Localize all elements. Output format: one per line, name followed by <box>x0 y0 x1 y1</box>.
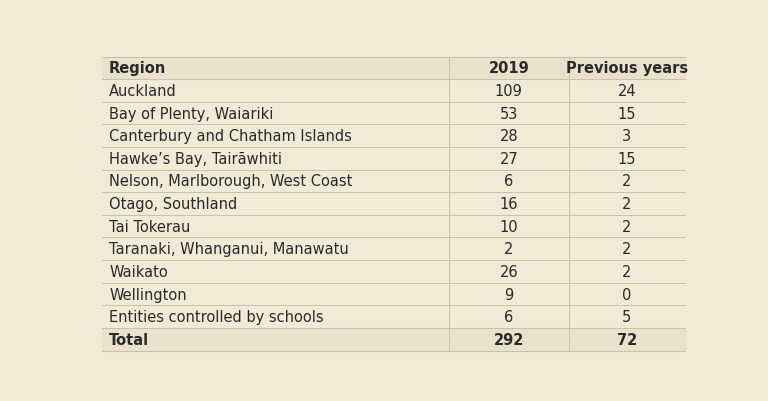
Text: Total: Total <box>109 332 149 347</box>
Text: Region: Region <box>109 61 167 76</box>
Text: Otago, Southland: Otago, Southland <box>109 196 237 212</box>
Text: Wellington: Wellington <box>109 287 187 302</box>
Bar <box>102 57 685 80</box>
Text: 24: 24 <box>617 84 636 99</box>
Bar <box>102 328 685 351</box>
Text: Nelson, Marlborough, West Coast: Nelson, Marlborough, West Coast <box>109 174 353 189</box>
Text: 0: 0 <box>622 287 631 302</box>
Text: 2: 2 <box>622 219 631 234</box>
Text: 16: 16 <box>499 196 518 212</box>
Text: 5: 5 <box>622 310 631 324</box>
Text: Entities controlled by schools: Entities controlled by schools <box>109 310 324 324</box>
Text: 3: 3 <box>622 129 631 144</box>
Text: 2019: 2019 <box>488 61 529 76</box>
Text: 2: 2 <box>622 196 631 212</box>
Text: 109: 109 <box>495 84 523 99</box>
Text: 15: 15 <box>617 106 636 121</box>
Text: 9: 9 <box>504 287 514 302</box>
Text: 10: 10 <box>499 219 518 234</box>
Text: Hawke’s Bay, Tairāwhiti: Hawke’s Bay, Tairāwhiti <box>109 152 282 166</box>
Text: 6: 6 <box>504 174 514 189</box>
Text: 27: 27 <box>499 152 518 166</box>
Text: 2: 2 <box>622 242 631 257</box>
Text: Canterbury and Chatham Islands: Canterbury and Chatham Islands <box>109 129 352 144</box>
Text: 26: 26 <box>499 264 518 279</box>
Text: 6: 6 <box>504 310 514 324</box>
Text: Waikato: Waikato <box>109 264 168 279</box>
Text: 2: 2 <box>622 264 631 279</box>
Text: Bay of Plenty, Waiariki: Bay of Plenty, Waiariki <box>109 106 273 121</box>
Text: 2: 2 <box>622 174 631 189</box>
Text: Taranaki, Whanganui, Manawatu: Taranaki, Whanganui, Manawatu <box>109 242 349 257</box>
Text: 15: 15 <box>617 152 636 166</box>
Text: 28: 28 <box>499 129 518 144</box>
Text: 292: 292 <box>494 332 524 347</box>
Text: Tai Tokerau: Tai Tokerau <box>109 219 190 234</box>
Text: 53: 53 <box>500 106 518 121</box>
Text: 2: 2 <box>504 242 514 257</box>
Text: Auckland: Auckland <box>109 84 177 99</box>
Text: 72: 72 <box>617 332 637 347</box>
Text: Previous years: Previous years <box>566 61 688 76</box>
